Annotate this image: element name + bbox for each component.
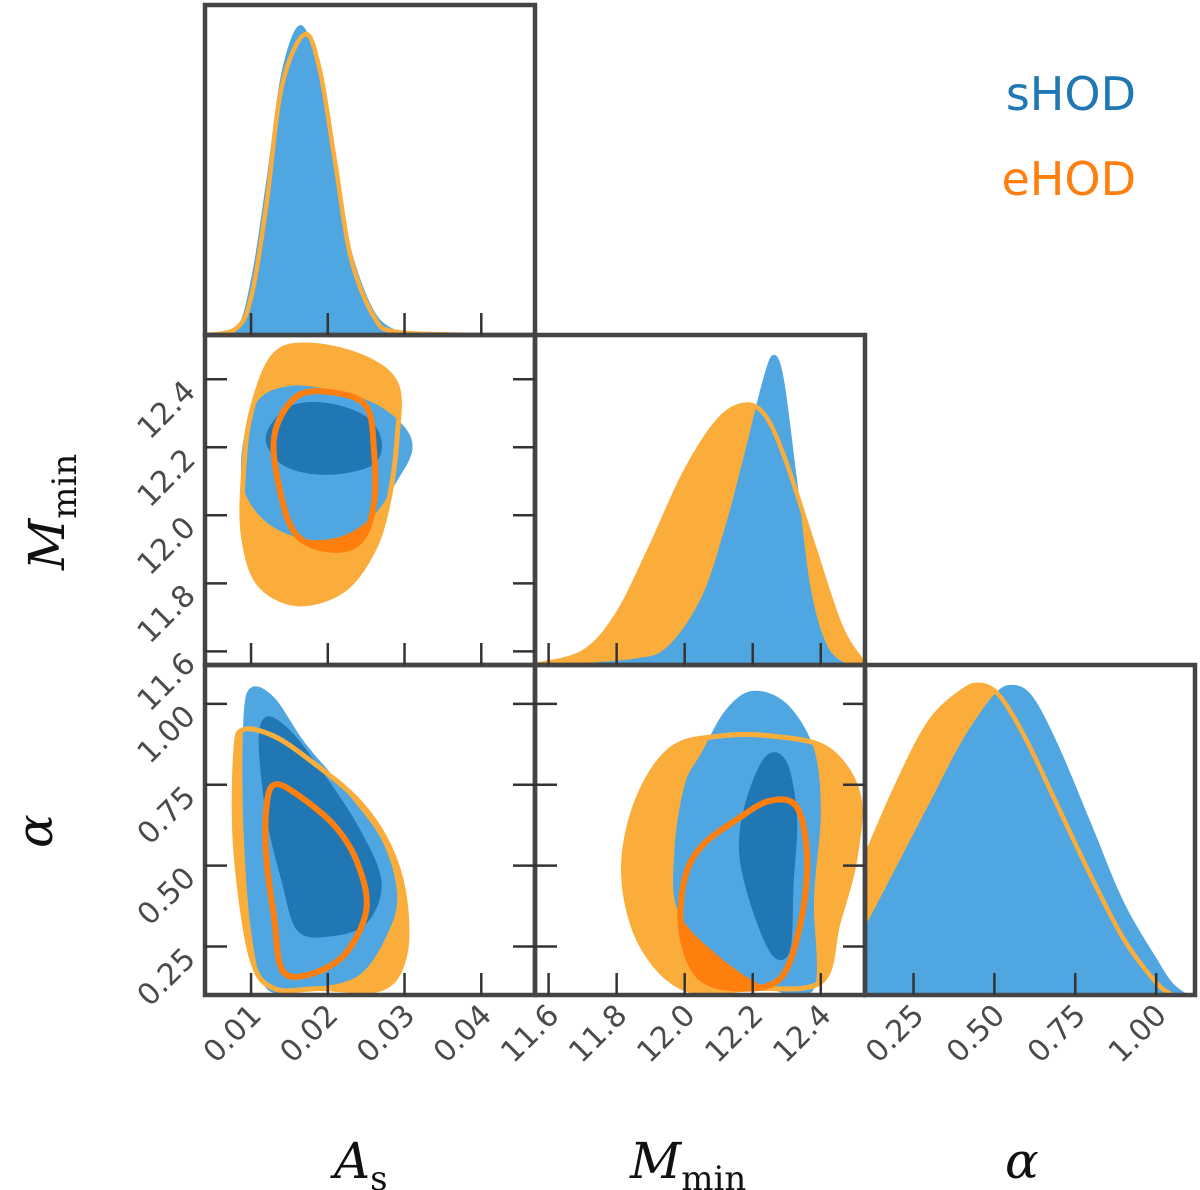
ytick-label-alpha-1: 0.50 <box>131 860 203 932</box>
panel-frames <box>202 2 1198 998</box>
contour-line-ehod-95-As-alpha <box>231 726 410 994</box>
ytick-label-alpha-0: 0.25 <box>131 941 203 1013</box>
marginal-line-ehod-alpha <box>862 682 1174 997</box>
panel-frame-alpha-alpha <box>862 662 1198 998</box>
marginal-line-ehod-Mmin <box>534 402 867 668</box>
xtick-label-alpha-0: 0.25 <box>859 998 931 1070</box>
ylabel-alpha: α <box>6 814 64 848</box>
xtick-label-Mmin-3: 12.2 <box>698 998 770 1070</box>
ylabel-Mmin: Mmin <box>18 454 85 571</box>
ytick-label-Mmin-4: 12.4 <box>131 374 203 446</box>
xtick-label-As-2: 0.03 <box>350 998 422 1070</box>
ytick-label-alpha-2: 0.75 <box>131 780 203 852</box>
contour-shod-68-Mmin-alpha <box>738 752 798 961</box>
marginal-line-ehod-As <box>204 32 482 338</box>
legend-entry-shod: sHOD <box>1006 67 1136 121</box>
ytick-label-Mmin-3: 12.2 <box>131 442 203 514</box>
contour-line-ehod-68-Mmin-alpha <box>677 796 811 992</box>
contour-line-ehod-95-As-Mmin <box>239 342 402 607</box>
xtick-label-Mmin-1: 11.8 <box>562 998 634 1070</box>
xtick-label-alpha-1: 0.50 <box>940 998 1012 1070</box>
xlabel-As: As <box>330 1132 388 1190</box>
xtick-label-alpha-3: 1.00 <box>1102 998 1174 1070</box>
ytick-label-Mmin-2: 12.0 <box>131 510 203 582</box>
ytick-label-Mmin-1: 11.8 <box>131 578 203 650</box>
xtick-label-As-0: 0.01 <box>197 998 269 1070</box>
xlabel-Mmin: Mmin <box>629 1132 746 1190</box>
xtick-label-As-1: 0.02 <box>273 998 345 1070</box>
contour-shod-68-As-alpha <box>258 716 382 938</box>
axis-ticks <box>205 313 1158 995</box>
marginal-fill-shod-alpha <box>865 684 1189 995</box>
xtick-label-Mmin-4: 12.4 <box>766 998 838 1070</box>
contour-line-ehod-68-As-Mmin <box>270 388 379 553</box>
contour-line-ehod-68-As-alpha <box>262 781 370 981</box>
ytick-label-Mmin-0: 11.6 <box>131 646 203 718</box>
xtick-label-alpha-2: 0.75 <box>1021 998 1093 1070</box>
ytick-label-alpha-3: 1.00 <box>131 699 203 771</box>
legend-entry-ehod: eHOD <box>1001 152 1136 206</box>
contour-line-ehod-95-Mmin-alpha <box>620 732 863 995</box>
xtick-label-Mmin-0: 11.6 <box>494 998 566 1070</box>
xtick-label-Mmin-2: 12.0 <box>630 998 702 1070</box>
posterior-lines <box>204 32 1174 997</box>
contour-shod-68-As-Mmin <box>265 401 382 475</box>
xtick-label-As-3: 0.04 <box>427 998 499 1070</box>
marginal-fill-shod-As <box>205 24 482 336</box>
xlabel-alpha: α <box>1005 1132 1039 1190</box>
